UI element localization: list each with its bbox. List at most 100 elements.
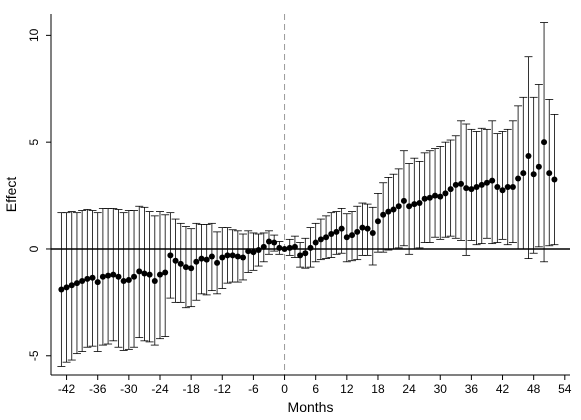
x-tick-label: 6 <box>312 382 319 396</box>
data-point <box>317 236 324 243</box>
data-point <box>478 181 485 188</box>
error-bar <box>498 131 507 240</box>
data-point <box>411 201 418 208</box>
y-tick-label: 10 <box>27 28 41 42</box>
data-point <box>58 286 65 293</box>
data-point <box>125 276 132 283</box>
data-point <box>509 184 516 191</box>
data-point <box>84 275 91 282</box>
error-bar <box>508 120 517 243</box>
data-point <box>328 231 335 238</box>
data-point <box>79 278 86 285</box>
y-tick-labels: -5 0 5 10 <box>27 28 41 361</box>
data-point <box>535 163 542 170</box>
data-point <box>167 252 174 259</box>
x-tick-label: -6 <box>248 382 259 396</box>
x-tick-label: -36 <box>89 382 107 396</box>
data-point <box>193 258 200 265</box>
data-point <box>489 177 496 184</box>
data-point <box>463 185 470 192</box>
x-tick-label: 48 <box>527 382 541 396</box>
data-point <box>110 271 117 278</box>
data-point <box>473 184 480 191</box>
data-point <box>530 171 537 178</box>
data-point <box>499 187 506 194</box>
data-point <box>323 234 330 241</box>
data-point <box>234 253 241 260</box>
error-bars <box>57 22 559 367</box>
data-point <box>115 273 122 280</box>
y-tick-label: 0 <box>27 245 41 252</box>
data-point <box>291 243 298 250</box>
error-bar <box>457 120 466 241</box>
x-tick-label: 42 <box>496 382 510 396</box>
data-point <box>63 284 70 291</box>
data-point <box>94 279 101 286</box>
data-point <box>136 268 143 275</box>
data-point <box>297 252 304 259</box>
data-point <box>286 244 293 251</box>
data-point <box>188 265 195 272</box>
x-tick-label: 18 <box>371 382 385 396</box>
data-point <box>89 274 96 281</box>
data-point <box>224 252 231 259</box>
y-tick-label: 5 <box>27 139 41 146</box>
data-point <box>343 234 350 241</box>
data-point <box>494 184 501 191</box>
data-point <box>447 186 454 193</box>
data-point <box>520 170 527 177</box>
data-point <box>359 224 366 231</box>
data-point <box>198 255 205 262</box>
data-point <box>208 253 215 260</box>
data-point <box>400 197 407 204</box>
x-tick-label: 0 <box>281 382 288 396</box>
data-point <box>432 192 439 199</box>
data-point <box>458 180 465 187</box>
data-point <box>452 181 459 188</box>
data-point <box>162 269 169 276</box>
data-point <box>468 186 475 193</box>
x-tick-label: 36 <box>465 382 479 396</box>
x-tick-label: -24 <box>151 382 169 396</box>
error-bar <box>441 141 450 238</box>
data-point <box>369 229 376 236</box>
data-point <box>146 271 153 278</box>
data-point <box>307 244 314 251</box>
x-tick-label: -18 <box>182 382 200 396</box>
data-point <box>354 228 361 235</box>
data-point <box>437 193 444 200</box>
data-point <box>546 170 553 177</box>
x-tick-label: -12 <box>214 382 232 396</box>
data-point <box>219 254 226 261</box>
data-point <box>131 273 138 280</box>
data-point <box>406 203 413 210</box>
data-point <box>245 248 252 255</box>
data-point <box>364 225 371 232</box>
data-point <box>302 250 309 257</box>
data-point <box>250 249 257 256</box>
data-point <box>312 239 319 246</box>
data-point <box>260 243 267 250</box>
data-point <box>333 228 340 235</box>
data-point <box>416 200 423 207</box>
error-bar <box>368 206 377 266</box>
y-ticks <box>46 34 51 357</box>
x-axis-title: Months <box>288 399 334 415</box>
data-point <box>99 273 106 280</box>
y-tick-label: -5 <box>27 350 41 361</box>
data-point <box>385 208 392 215</box>
y-axis-title: Effect <box>3 177 19 213</box>
x-tick-label: 24 <box>402 382 416 396</box>
data-point <box>395 203 402 210</box>
x-tick-label: -42 <box>58 382 76 396</box>
data-point <box>442 190 449 197</box>
data-point <box>380 211 387 218</box>
x-tick-label: 12 <box>340 382 354 396</box>
data-point <box>390 206 397 213</box>
data-point <box>120 278 127 285</box>
data-point <box>483 179 490 186</box>
error-bar <box>161 214 170 337</box>
data-point <box>141 270 148 277</box>
data-point <box>281 245 288 252</box>
x-tick-labels: -42 -36 -30 -24 -18 -12 -6 0 6 12 18 24 30 36 42 48 54 <box>58 382 572 396</box>
